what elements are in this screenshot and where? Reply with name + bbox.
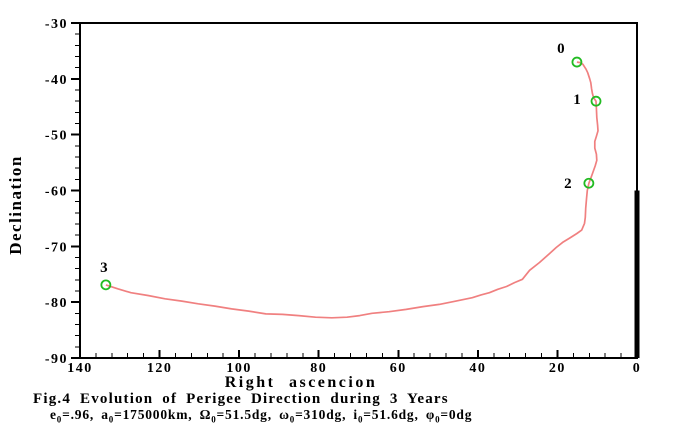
parameter-text: =51.5dg,: [216, 407, 280, 422]
parameter-text: =51.6dg,: [363, 407, 426, 422]
perigee-track-curve: [105, 61, 599, 319]
x-tick-label: 40: [469, 361, 486, 376]
y-tick-label: -60: [45, 185, 68, 200]
plot-frame: [79, 22, 638, 359]
y-axis-title: Declination: [6, 155, 25, 255]
x-tick-label: 120: [147, 361, 173, 376]
parameter-text: =0dg: [440, 407, 473, 422]
parameter-text: φ: [425, 407, 436, 422]
x-tick-label: 100: [226, 361, 252, 376]
year-marker-2: [583, 177, 595, 189]
parameter-subscript: 0: [56, 414, 63, 425]
year-marker-0: [571, 56, 583, 68]
parameter-subscript: 0: [211, 414, 217, 425]
year-marker-1: [590, 95, 602, 107]
parameter-text: =175000km,: [114, 407, 200, 422]
parameter-text: e: [50, 407, 57, 422]
year-marker-3: [100, 279, 112, 291]
year-marker-label-2: 2: [564, 176, 572, 192]
x-axis-title: Right ascencion: [224, 374, 378, 391]
y-tick-label: -50: [45, 129, 68, 144]
parameter-text: i: [353, 407, 358, 422]
year-marker-label-0: 0: [557, 41, 565, 57]
y-tick-label: -80: [45, 296, 68, 311]
y-tick-label: -90: [45, 352, 68, 367]
parameter-subscript: 0: [435, 414, 441, 425]
parameter-text: Ω: [199, 407, 212, 422]
parameter-text: =.96,: [62, 407, 102, 422]
x-tick-label: 80: [310, 361, 327, 376]
figure-caption-title: Fig.4 Evolution of Perigee Direction dur…: [33, 391, 449, 407]
parameter-subscript: 0: [357, 414, 364, 425]
year-marker-label-3: 3: [100, 260, 108, 276]
x-tick-label: 20: [549, 361, 566, 376]
y-tick-label: -40: [45, 73, 68, 88]
x-tick-label: 60: [390, 361, 407, 376]
parameter-text: ω: [279, 407, 290, 422]
year-marker-label-1: 1: [573, 92, 581, 108]
y-tick-label: -30: [45, 17, 68, 32]
parameter-text: a: [101, 407, 109, 422]
y-tick-label: -70: [45, 240, 68, 255]
figure-caption-parameters: e0=.96, a0=175000km, Ω0=51.5dg, ω0=310dg…: [50, 407, 473, 425]
x-tick-label: 140: [67, 361, 93, 376]
parameter-subscript: 0: [108, 414, 115, 425]
x-tick-label: 0: [633, 361, 642, 376]
parameter-subscript: 0: [289, 414, 296, 425]
parameter-text: =310dg,: [295, 407, 354, 422]
